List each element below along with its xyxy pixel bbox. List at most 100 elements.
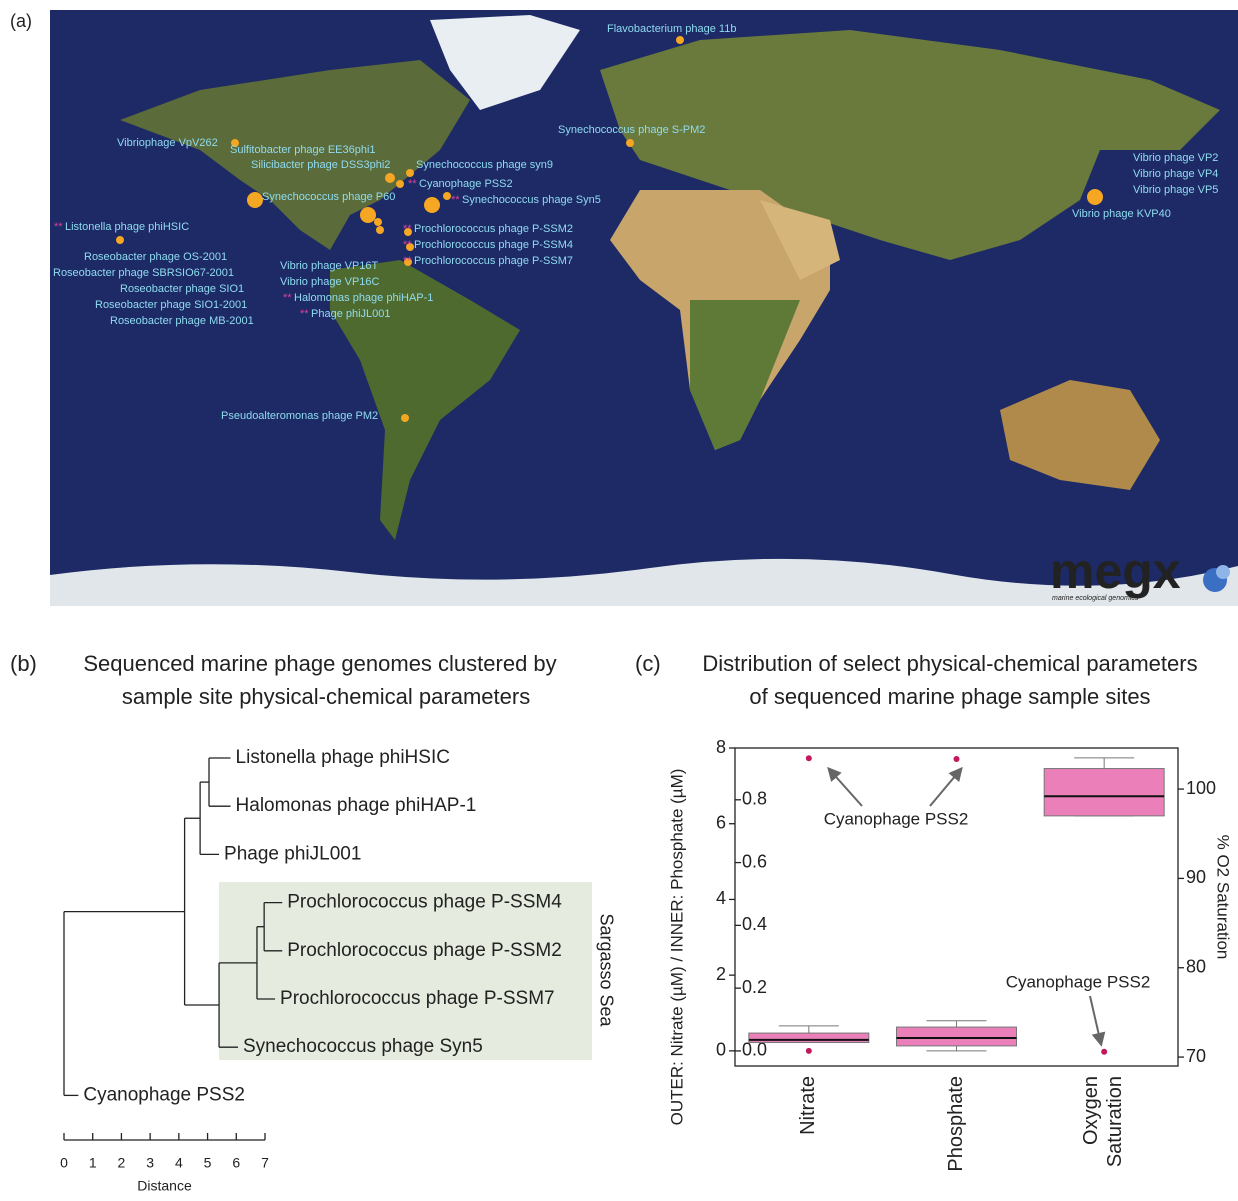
y-axis-label: OUTER: Nitrate (µM) / INNER: Phosphate (… xyxy=(667,769,686,1126)
map-label: Prochlorococcus phage P-SSM4 xyxy=(414,239,573,251)
leaf-label: Phage phiJL001 xyxy=(224,843,361,864)
site-dot xyxy=(443,192,451,200)
leaf-label: Prochlorococcus phage P-SSM4 xyxy=(287,892,562,913)
map-label: Vibrio phage VP5 xyxy=(1133,184,1218,196)
leaf-label: Cyanophage PSS2 xyxy=(83,1084,245,1105)
outlier xyxy=(806,1048,812,1054)
map-label: Roseobacter phage SIO1 xyxy=(120,283,244,295)
map-label: Synechococcus phage Syn5 xyxy=(462,194,601,206)
outlier xyxy=(1101,1049,1107,1055)
chart-title: sample site physical-chemical parameters xyxy=(122,684,530,709)
y-tick-label: 2 xyxy=(716,964,726,984)
site-dot xyxy=(247,192,263,208)
map-label: Vibriophage VpV262 xyxy=(117,137,218,149)
site-dot xyxy=(676,36,684,44)
panel-label: (a) xyxy=(10,11,32,31)
leaf-label: Prochlorococcus phage P-SSM2 xyxy=(287,940,562,961)
site-dot xyxy=(360,207,376,223)
map-label: Synechococcus phage syn9 xyxy=(416,159,553,171)
outlier xyxy=(806,755,812,761)
map-label: Silicibacter phage DSS3phi2 xyxy=(251,159,390,171)
x-tick-label: 6 xyxy=(232,1155,240,1171)
map-label: Pseudoalteromonas phage PM2 xyxy=(221,410,378,422)
map-label: Vibrio phage VP16T xyxy=(280,260,379,272)
map-label: Vibrio phage VP2 xyxy=(1133,152,1218,164)
box xyxy=(897,1027,1017,1046)
panel-label: (b) xyxy=(10,651,37,676)
box xyxy=(1044,769,1164,816)
map-label: Roseobacter phage MB-2001 xyxy=(110,315,254,327)
map-label: Sulfitobacter phage EE36phi1 xyxy=(230,144,376,156)
map-label: Vibrio phage VP16C xyxy=(280,276,380,288)
site-dot xyxy=(1087,189,1103,205)
map-label: Phage phiJL001 xyxy=(311,308,391,320)
y2-axis-label: % O2 Saturation xyxy=(1214,835,1233,960)
marker: ** xyxy=(403,239,412,251)
logo: megx xyxy=(1050,543,1181,599)
marker: ** xyxy=(300,308,309,320)
inner-tick-label: 0.6 xyxy=(742,851,767,871)
site-dot xyxy=(401,414,409,422)
x-tick-label: 5 xyxy=(204,1155,212,1171)
map-label: Vibrio phage KVP40 xyxy=(1072,208,1171,220)
y-tick-label: 0 xyxy=(716,1040,726,1060)
figure: (a) Flavobacterium phage 11b Vibriophage … xyxy=(0,0,1238,1201)
site-dot xyxy=(396,180,404,188)
annotation-arrow xyxy=(1090,996,1101,1044)
leaf-label: Halomonas phage phiHAP-1 xyxy=(236,795,477,816)
page: (a) Flavobacterium phage 11b Vibriophage … xyxy=(0,0,1238,1201)
site-dot xyxy=(374,218,382,226)
map-label: Flavobacterium phage 11b xyxy=(607,23,736,35)
map-label: Synechococcus phage P60 xyxy=(262,191,395,203)
map-label: Vibrio phage VP4 xyxy=(1133,168,1218,180)
annotation: Cyanophage PSS2 xyxy=(824,809,969,828)
site-dot xyxy=(626,139,634,147)
y2-tick-label: 100 xyxy=(1186,778,1216,798)
site-dot xyxy=(116,236,124,244)
chart-title: Distribution of select physical-chemical… xyxy=(702,651,1197,676)
marker: ** xyxy=(54,221,63,233)
marker: ** xyxy=(283,292,292,304)
map-label: Roseobacter phage OS-2001 xyxy=(84,251,227,263)
inner-tick-label: 0.4 xyxy=(742,914,767,934)
x-tick-label: 2 xyxy=(118,1155,126,1171)
y-tick-label: 4 xyxy=(716,888,726,908)
x-tick-label: 7 xyxy=(261,1155,269,1171)
group-label: Sargasso Sea xyxy=(596,913,616,1027)
chart-title: Sequenced marine phage genomes clustered… xyxy=(83,651,556,676)
map-label: Listonella phage phiHSIC xyxy=(65,221,189,233)
y-tick-label: 6 xyxy=(716,812,726,832)
marker: ** xyxy=(451,194,460,206)
x-tick-label: 0 xyxy=(60,1155,68,1171)
x-tick-label: 4 xyxy=(175,1155,183,1171)
annotation-arrow xyxy=(930,769,961,806)
x-tick-label: Phosphate xyxy=(945,1076,967,1172)
leaf-label: Synechococcus phage Syn5 xyxy=(243,1036,483,1057)
map-label: Roseobacter phage SIO1-2001 xyxy=(95,299,247,311)
y-tick-label: 8 xyxy=(716,737,726,757)
chart-title: of sequenced marine phage sample sites xyxy=(749,684,1150,709)
map-label: Prochlorococcus phage P-SSM7 xyxy=(414,255,573,267)
site-dot xyxy=(424,197,440,213)
map-label: Roseobacter phage SBRSIO67-2001 xyxy=(53,267,234,279)
outlier xyxy=(954,756,960,762)
box xyxy=(749,1033,869,1042)
annotation: Cyanophage PSS2 xyxy=(1006,972,1151,991)
y2-tick-label: 90 xyxy=(1186,867,1206,887)
map-label: Cyanophage PSS2 xyxy=(419,178,513,190)
x-tick-label: 1 xyxy=(89,1155,97,1171)
site-dot xyxy=(406,169,414,177)
x-tick-label: 3 xyxy=(146,1155,154,1171)
marker: ** xyxy=(403,223,412,235)
x-axis-label: Distance xyxy=(137,1178,192,1194)
leaf-label: Prochlorococcus phage P-SSM7 xyxy=(280,988,555,1009)
logo-tagline: marine ecological genomics xyxy=(1052,595,1139,602)
x-tick-label: Nitrate xyxy=(797,1076,819,1135)
map-label: Prochlorococcus phage P-SSM2 xyxy=(414,223,573,235)
y2-tick-label: 70 xyxy=(1186,1046,1206,1066)
panel-label: (c) xyxy=(635,651,661,676)
map-label: Synechococcus phage S-PM2 xyxy=(558,124,705,136)
annotation-arrow xyxy=(829,769,862,806)
marker: ** xyxy=(403,255,412,267)
map-label: Halomonas phage phiHAP-1 xyxy=(294,292,433,304)
